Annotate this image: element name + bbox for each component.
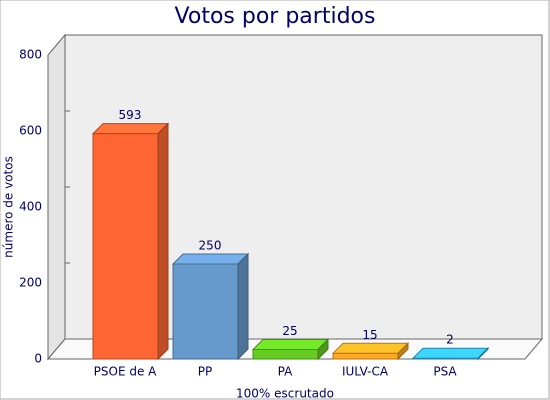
bar-top bbox=[411, 347, 490, 359]
bar-front bbox=[172, 263, 239, 360]
value-label: 15 bbox=[362, 328, 377, 342]
x-tick-label: PSA bbox=[433, 365, 457, 379]
bar-side bbox=[237, 252, 249, 361]
y-tick-label: 800 bbox=[19, 48, 42, 62]
bar-front bbox=[92, 133, 159, 360]
bar-top bbox=[331, 342, 410, 354]
x-tick-label: PP bbox=[198, 365, 212, 379]
value-label: 593 bbox=[119, 108, 142, 122]
x-axis-label: 100% escrutado bbox=[236, 387, 334, 400]
value-label: 250 bbox=[199, 239, 222, 253]
x-tick-label: PA bbox=[278, 365, 293, 379]
bar-top bbox=[251, 339, 330, 350]
x-tick-label: IULV-CA bbox=[342, 365, 389, 379]
value-label: 25 bbox=[282, 324, 297, 338]
y-tick-label: 600 bbox=[19, 124, 42, 138]
bar-side bbox=[317, 338, 329, 361]
bar-top bbox=[171, 253, 250, 265]
y-axis-label: número de votos bbox=[2, 156, 16, 258]
y-tick-label: 0 bbox=[34, 352, 42, 366]
left-wall bbox=[47, 33, 66, 361]
bar-front bbox=[252, 349, 319, 360]
bar-side bbox=[477, 347, 489, 361]
y-tick-label: 200 bbox=[19, 276, 42, 290]
value-label: 2 bbox=[446, 333, 454, 347]
y-tick-label: 400 bbox=[19, 200, 42, 214]
bar-top bbox=[91, 123, 170, 135]
chart-title: Votos por partidos bbox=[175, 4, 376, 29]
bar-side bbox=[157, 122, 169, 361]
bar-side bbox=[397, 342, 409, 361]
bar-front bbox=[332, 352, 399, 360]
x-tick-label: PSOE de A bbox=[94, 365, 158, 379]
